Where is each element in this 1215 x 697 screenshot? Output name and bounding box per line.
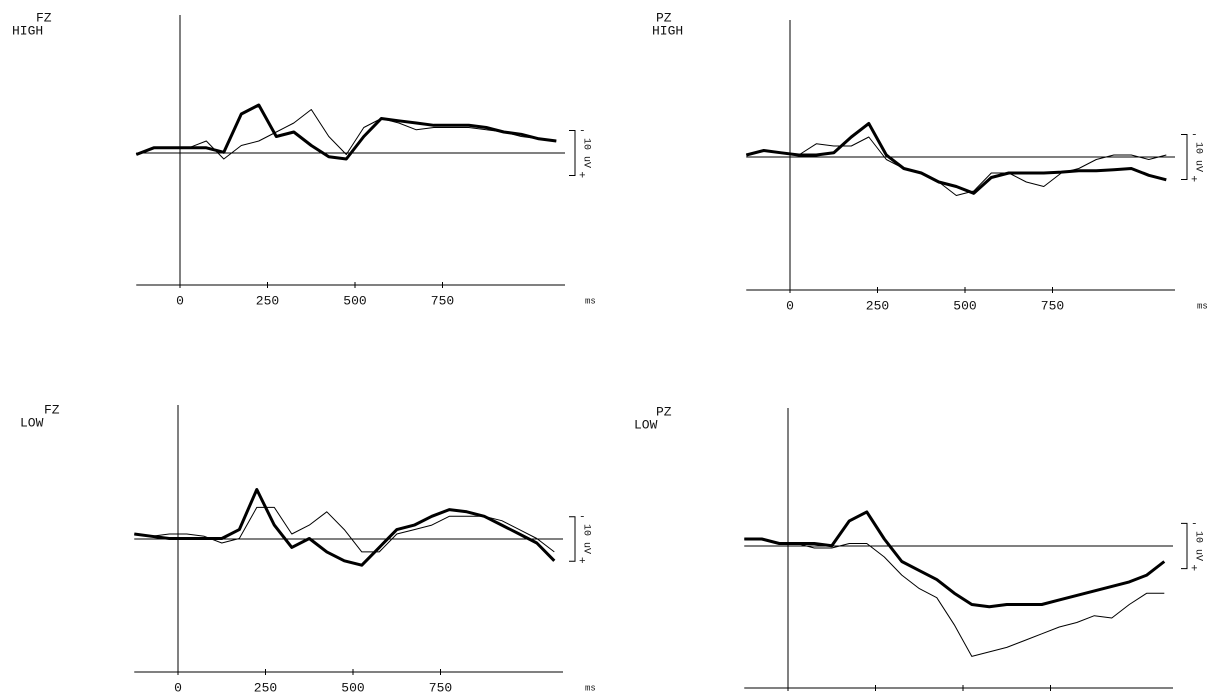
- scale-bottom: +: [1191, 174, 1198, 186]
- x-unit: ms: [1197, 301, 1208, 311]
- channel-label: FZ: [36, 10, 52, 25]
- waveform: [744, 538, 1165, 657]
- scale-bottom: +: [579, 170, 586, 182]
- x-tick-label: 750: [431, 293, 454, 308]
- condition-label: HIGH: [652, 23, 683, 38]
- x-tick-label: 250: [866, 298, 889, 313]
- x-tick-label: 500: [343, 293, 366, 308]
- waveform: [745, 122, 1167, 195]
- scale-bar: [569, 130, 576, 176]
- scale-top: -: [579, 125, 586, 137]
- x-tick-label: 0: [176, 293, 184, 308]
- x-tick-label: 750: [1041, 298, 1064, 313]
- scale-top: -: [579, 512, 586, 524]
- waveform: [135, 103, 557, 161]
- x-tick-label: 250: [254, 680, 277, 695]
- waveform: [134, 506, 555, 553]
- condition-label: HIGH: [12, 23, 43, 38]
- scale-top: -: [1191, 518, 1198, 530]
- channel-label: FZ: [44, 402, 60, 417]
- channel-label: PZ: [656, 10, 672, 25]
- x-tick-label: 250: [256, 293, 279, 308]
- scale-label: 10 uV: [1192, 531, 1203, 561]
- waveform: [746, 136, 1167, 196]
- scale-label: 10 uV: [580, 524, 591, 554]
- waveform: [134, 488, 556, 567]
- scale-bar: [1181, 522, 1188, 570]
- condition-label: LOW: [20, 415, 44, 430]
- channel-label: PZ: [656, 404, 672, 419]
- scale-label: 10 uV: [580, 138, 591, 168]
- waveform: [744, 510, 1166, 609]
- waveform: [136, 109, 557, 160]
- x-tick-label: 0: [174, 680, 182, 695]
- scale-bar: [569, 516, 576, 562]
- scale-bottom: +: [579, 556, 586, 568]
- scale-bar: [1181, 134, 1188, 180]
- x-tick-label: 500: [953, 298, 976, 313]
- x-unit: ms: [585, 683, 596, 693]
- x-tick-label: 0: [786, 298, 794, 313]
- condition-label: LOW: [634, 417, 658, 432]
- x-tick-label: 750: [429, 680, 452, 695]
- scale-top: -: [1191, 129, 1198, 141]
- scale-label: 10 uV: [1192, 142, 1203, 172]
- x-unit: ms: [585, 296, 596, 306]
- x-tick-label: 500: [341, 680, 364, 695]
- scale-bottom: +: [1191, 563, 1198, 575]
